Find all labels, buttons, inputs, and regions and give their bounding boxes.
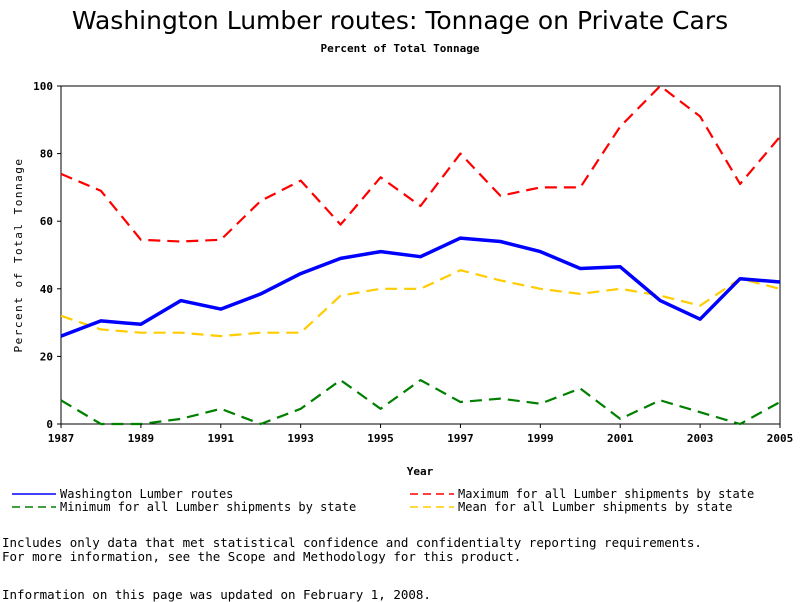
y-tick-label: 20 (40, 350, 53, 363)
series-line-0 (60, 236, 781, 338)
note-updated: Information on this page was updated on … (2, 587, 431, 602)
x-tick-label: 2005 (767, 432, 794, 445)
chart-subtitle: Percent of Total Tonnage (320, 42, 480, 55)
y-tick-label: 40 (40, 283, 53, 296)
legend-label-1: Maximum for all Lumber shipments by stat… (458, 487, 754, 501)
y-tick-label: 0 (46, 418, 53, 431)
note-methodology: For more information, see the Scope and … (2, 549, 522, 564)
y-tick-label: 80 (40, 148, 53, 161)
x-tick-label: 1987 (48, 432, 75, 445)
y-axis-label: Percent of Total Tonnage (12, 158, 25, 353)
x-tick-label: 2001 (607, 432, 634, 445)
legend: Washington Lumber routes Maximum for all … (12, 487, 754, 514)
x-tick-label: 1999 (527, 432, 554, 445)
x-tick-label: 1997 (447, 432, 474, 445)
series-line-1 (60, 84, 781, 243)
x-tick-label: 1989 (128, 432, 155, 445)
note-confidentiality: Includes only data that met statistical … (2, 535, 702, 550)
y-tick-label: 100 (33, 80, 53, 93)
x-tick-label: 1995 (367, 432, 394, 445)
series-line-3 (60, 269, 781, 338)
x-tick-label: 1993 (287, 432, 314, 445)
legend-label-3: Mean for all Lumber shipments by state (458, 500, 733, 514)
chart-title: Washington Lumber routes: Tonnage on Pri… (71, 6, 729, 35)
y-tick-label: 60 (40, 215, 53, 228)
legend-label-0: Washington Lumber routes (60, 487, 233, 501)
legend-label-2: Minimum for all Lumber shipments by stat… (60, 500, 356, 514)
x-axis-label: Year (407, 465, 434, 478)
x-tick-label: 1991 (208, 432, 235, 445)
series-line-2 (60, 379, 781, 426)
plot-frame (60, 85, 781, 425)
x-tick-label: 2003 (687, 432, 714, 445)
